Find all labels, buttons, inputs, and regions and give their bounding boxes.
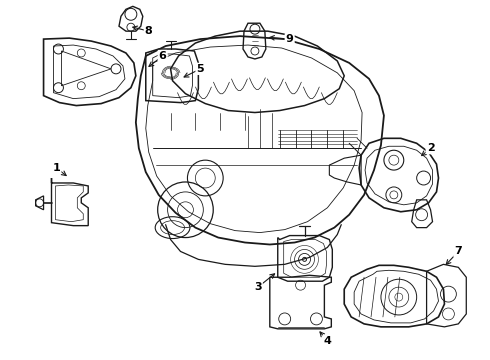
Text: 7: 7 <box>454 247 462 256</box>
Text: 2: 2 <box>427 143 435 153</box>
Text: 3: 3 <box>254 282 262 292</box>
Text: 9: 9 <box>286 34 294 44</box>
Text: 4: 4 <box>323 336 331 346</box>
Text: 1: 1 <box>52 163 60 173</box>
Text: 6: 6 <box>159 51 167 61</box>
Text: 8: 8 <box>145 26 152 36</box>
Text: 5: 5 <box>196 64 204 74</box>
